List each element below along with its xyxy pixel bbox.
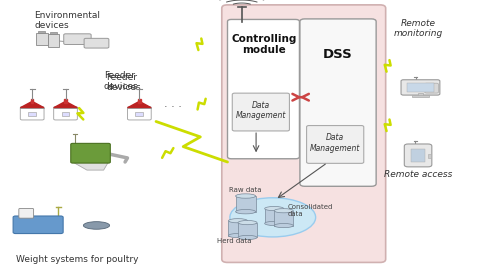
Bar bbox=[236, 196, 256, 212]
Text: Data
Management: Data Management bbox=[236, 101, 286, 120]
Bar bbox=[412, 96, 429, 97]
Ellipse shape bbox=[84, 222, 109, 229]
Bar bbox=[36, 33, 48, 45]
Text: Herd data: Herd data bbox=[217, 238, 252, 244]
Polygon shape bbox=[54, 102, 77, 108]
Ellipse shape bbox=[238, 235, 257, 239]
Bar bbox=[418, 93, 423, 96]
Ellipse shape bbox=[230, 198, 316, 237]
FancyBboxPatch shape bbox=[222, 5, 385, 262]
Ellipse shape bbox=[236, 210, 256, 214]
Text: Remote
monitoring: Remote monitoring bbox=[394, 19, 443, 38]
FancyBboxPatch shape bbox=[13, 216, 63, 234]
Bar bbox=[274, 211, 293, 226]
Bar bbox=[264, 208, 284, 224]
Polygon shape bbox=[64, 99, 67, 103]
Text: Environmental
devices: Environmental devices bbox=[35, 11, 100, 30]
FancyBboxPatch shape bbox=[19, 208, 34, 218]
Text: · · ·: · · · bbox=[164, 102, 181, 112]
Polygon shape bbox=[128, 102, 151, 108]
Ellipse shape bbox=[274, 209, 293, 213]
Bar bbox=[238, 222, 257, 238]
FancyBboxPatch shape bbox=[404, 144, 432, 167]
Ellipse shape bbox=[238, 221, 257, 225]
Text: Feeder
devices: Feeder devices bbox=[106, 73, 141, 92]
Bar bbox=[407, 83, 434, 92]
Text: DSS: DSS bbox=[323, 48, 353, 60]
Ellipse shape bbox=[228, 219, 248, 223]
FancyBboxPatch shape bbox=[228, 19, 300, 159]
Polygon shape bbox=[72, 162, 108, 170]
Bar bbox=[50, 32, 57, 34]
Text: Weight systems for poultry: Weight systems for poultry bbox=[16, 255, 139, 264]
FancyBboxPatch shape bbox=[300, 19, 376, 186]
Polygon shape bbox=[20, 102, 44, 108]
Ellipse shape bbox=[264, 221, 284, 225]
Bar bbox=[48, 34, 60, 47]
FancyBboxPatch shape bbox=[84, 38, 109, 48]
FancyBboxPatch shape bbox=[64, 34, 91, 45]
FancyBboxPatch shape bbox=[232, 93, 289, 131]
Text: Data
Management: Data Management bbox=[310, 133, 360, 153]
Text: Raw data: Raw data bbox=[229, 187, 262, 193]
Text: Remote access: Remote access bbox=[384, 170, 452, 179]
FancyBboxPatch shape bbox=[425, 83, 438, 93]
Polygon shape bbox=[138, 99, 141, 103]
FancyBboxPatch shape bbox=[71, 143, 110, 163]
Text: Consolidated
data: Consolidated data bbox=[288, 204, 333, 217]
Bar bbox=[28, 112, 36, 116]
Text: Controlling
module: Controlling module bbox=[231, 34, 296, 55]
Ellipse shape bbox=[274, 224, 293, 228]
Bar bbox=[61, 112, 70, 116]
Bar bbox=[228, 221, 248, 235]
FancyBboxPatch shape bbox=[401, 80, 440, 95]
FancyBboxPatch shape bbox=[307, 126, 364, 163]
FancyBboxPatch shape bbox=[54, 107, 77, 120]
Bar bbox=[428, 154, 431, 158]
FancyBboxPatch shape bbox=[20, 107, 44, 120]
Bar bbox=[135, 112, 144, 116]
Text: Feeder
devices: Feeder devices bbox=[104, 71, 138, 91]
FancyBboxPatch shape bbox=[128, 107, 151, 120]
Polygon shape bbox=[31, 99, 34, 103]
Ellipse shape bbox=[264, 207, 284, 211]
Ellipse shape bbox=[236, 194, 256, 198]
Bar bbox=[38, 31, 45, 33]
Ellipse shape bbox=[228, 234, 248, 238]
Bar bbox=[411, 149, 425, 163]
